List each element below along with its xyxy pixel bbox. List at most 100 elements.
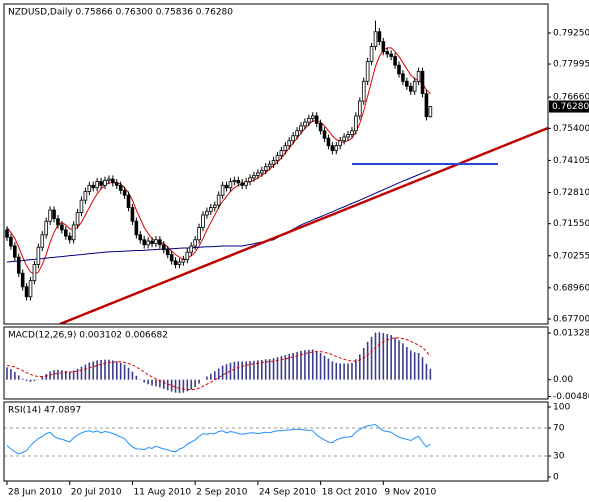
- candle-body: [224, 184, 229, 189]
- drawing-objects: [59, 126, 548, 324]
- candle-body: [107, 178, 111, 181]
- candle-body: [165, 249, 170, 256]
- candle-body: [248, 177, 252, 182]
- candle-body: [373, 31, 378, 48]
- candle-body: [103, 179, 107, 186]
- marks: [4, 20, 548, 457]
- candle-body: [357, 100, 362, 117]
- y-tick-label: 0: [553, 473, 559, 483]
- candle-body: [64, 229, 68, 237]
- x-tick-label: 18 Oct 2010: [322, 488, 378, 498]
- y-tick-label: 0.71550: [553, 219, 589, 229]
- candle-body: [412, 80, 417, 92]
- y-tick-label: -0.00480: [553, 392, 589, 402]
- candle-body: [142, 239, 147, 246]
- candle-body: [252, 174, 256, 179]
- candle-body: [52, 209, 56, 220]
- candle-body: [13, 245, 17, 258]
- y-tick-label: 0.68960: [553, 283, 589, 293]
- candle-body: [20, 272, 25, 288]
- candle-body: [9, 236, 13, 247]
- candle-body: [209, 207, 213, 212]
- candle-body: [79, 199, 84, 213]
- candle-body: [24, 286, 29, 298]
- candle-body: [150, 240, 154, 244]
- candle-body: [350, 130, 354, 135]
- candle-body: [99, 181, 103, 186]
- candle-body: [361, 80, 366, 102]
- y-tick-label: 100: [553, 403, 570, 413]
- candle-body: [330, 145, 335, 152]
- macd-panel-frame: [3, 326, 549, 400]
- candle-body: [91, 184, 96, 189]
- candle-body: [377, 31, 382, 43]
- candle-body: [291, 135, 295, 142]
- candle-body: [267, 163, 272, 168]
- candle-body: [154, 239, 158, 244]
- candle-body: [322, 130, 327, 139]
- rsi-panel-frame: [3, 401, 549, 482]
- candle-body: [40, 234, 45, 248]
- candle-body: [205, 210, 209, 216]
- candle-body: [393, 56, 397, 66]
- last-price-box: [549, 100, 589, 113]
- candle-body: [134, 220, 139, 236]
- x-tick-label: 20 Jul 2010: [71, 488, 122, 498]
- candle-body: [299, 125, 303, 132]
- candle-body: [75, 212, 80, 226]
- candle-body: [169, 254, 174, 262]
- candle-body: [318, 122, 323, 132]
- panel-marks: [4, 423, 548, 457]
- candle-body: [138, 234, 143, 241]
- candle-body: [420, 70, 425, 95]
- candle-body: [220, 184, 225, 196]
- overlay: 0.79250 0.77995 0.76660 0.75400 0.74105 0.728…: [6, 28, 589, 498]
- candle-body: [95, 181, 99, 189]
- candle-body: [287, 140, 292, 147]
- candle-body: [193, 239, 197, 247]
- y-tick-label: 0.77995: [553, 60, 589, 70]
- candle-body: [185, 251, 190, 261]
- main-title: NZDUSD,Daily 0.75866 0.76300 0.75836 0.7…: [8, 8, 233, 18]
- candle-body: [354, 115, 358, 132]
- candle-body: [177, 261, 182, 265]
- y-tick-label: 0.75400: [553, 124, 589, 134]
- candle-body: [111, 178, 115, 184]
- candle-body: [256, 172, 260, 176]
- last-price-label: 0.76280: [552, 102, 589, 112]
- y-tick-label: 70: [553, 424, 565, 434]
- candle-body: [275, 155, 280, 161]
- candle-body: [146, 240, 150, 246]
- candle-body: [71, 224, 76, 241]
- candle-body: [405, 80, 409, 87]
- panel-marks: [6, 332, 432, 394]
- y-tick-label: 0.70255: [553, 251, 589, 261]
- rsi-title: RSI(14) 47.0897: [8, 406, 81, 416]
- candle-body: [87, 184, 92, 192]
- candle-body: [338, 140, 342, 147]
- candle-body: [314, 115, 319, 124]
- candle-body: [44, 220, 48, 236]
- candle-body: [326, 137, 331, 147]
- candle-body: [181, 259, 186, 263]
- candle-body: [271, 160, 276, 165]
- macd-title: MACD(12,26,9) 0.003102 0.006682: [8, 331, 168, 341]
- y-tick-label: 0.76660: [553, 93, 589, 103]
- candle-body: [295, 130, 299, 137]
- candle-body: [32, 264, 37, 282]
- candle-body: [36, 246, 41, 265]
- panel-marks: [5, 20, 433, 301]
- candle-body: [216, 194, 221, 206]
- candle-body: [5, 229, 9, 238]
- candle-body: [173, 260, 178, 265]
- candle-body: [114, 182, 119, 186]
- y-tick-label: 0.74105: [553, 156, 589, 166]
- trend-line: [59, 126, 548, 324]
- x-tick-label: 2 Sep 2010: [196, 488, 248, 498]
- candle-body: [408, 85, 413, 92]
- candle-body: [126, 194, 131, 208]
- moving-average: [6, 169, 431, 263]
- candle-body: [342, 136, 346, 142]
